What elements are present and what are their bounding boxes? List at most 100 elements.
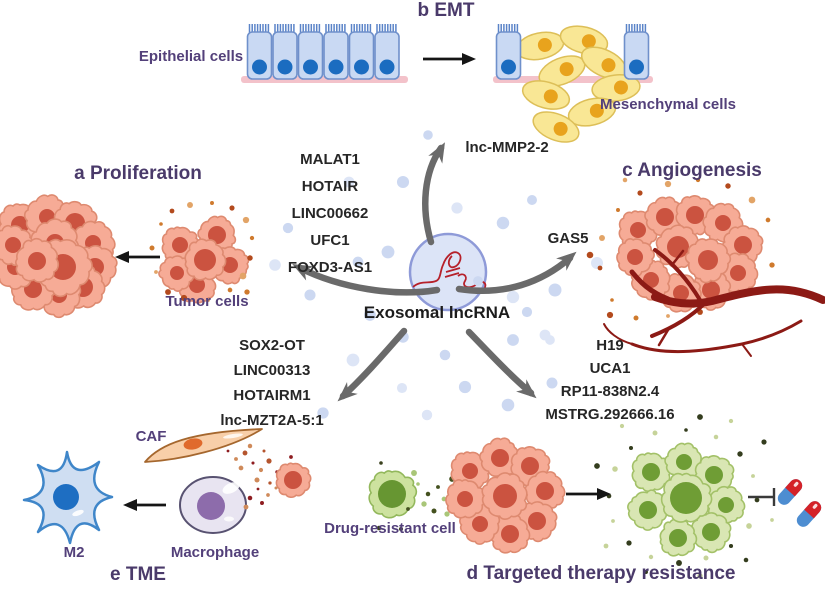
cell-nucleus [698,250,718,270]
arrow-head [337,382,358,402]
cell-nucleus [501,525,519,543]
cell-nucleus [462,463,478,479]
dot [527,195,537,205]
dot [229,205,235,211]
dot [421,501,427,507]
epithelial-cell [623,23,650,80]
dot [737,451,743,457]
dot [247,495,253,501]
lncrna-item: UFC1 [310,232,350,249]
dot [396,175,410,189]
dot [244,289,250,295]
dot [398,526,404,532]
vessel-branch [629,269,671,302]
arrow-to-proliferation [292,264,441,296]
dot [154,270,158,274]
cell-nucleus [715,215,731,231]
dot [728,543,734,549]
dot [725,183,731,189]
epithelial-cell [272,23,298,80]
dot [226,449,230,453]
lncrna-item: lnc-MZT2A-5:1 [220,412,324,429]
dot [180,294,188,302]
cell-nucleus [642,463,660,481]
cell-nucleus [493,484,517,508]
lncrna-angiogenesis: GAS5 [547,230,589,247]
dot [247,443,253,449]
vessel-branch [650,301,707,338]
arrow-head [516,379,537,399]
dot [251,461,255,465]
macrophage-cell [179,476,247,534]
cell-nucleus [521,457,539,475]
lncrna-item: LINC00662 [291,205,369,222]
dot [205,297,211,303]
epithelial-cell [297,23,324,80]
dot [243,504,249,510]
dot [256,487,260,491]
dot [473,276,483,286]
dot [266,458,272,464]
dot [431,508,437,514]
dot [210,201,214,205]
dot [695,177,701,183]
dot [770,518,774,522]
arrow-shaft [296,264,441,296]
drug-resistant-cell [368,470,418,519]
dot [254,477,260,483]
dot [521,306,533,318]
epithelial-cell [348,23,375,80]
cell-nucleus [284,471,302,489]
arrow-to-emt [422,142,445,246]
arrow-shaft [465,328,535,397]
dot [379,461,383,465]
cell-nucleus [670,482,702,514]
cell-nucleus [208,226,226,244]
arrow-shaft [455,254,574,295]
dot [769,262,775,268]
cell-nucleus [5,237,21,253]
dot [611,519,615,523]
dot [743,557,749,563]
dot [597,265,603,271]
dot [274,486,278,490]
dot [451,202,463,214]
dot [506,290,520,304]
dot [748,196,756,204]
dot [713,434,719,440]
secreted-dots-angiogenesis [586,177,775,321]
dot [436,485,440,489]
dot [289,455,293,459]
lncrna-list-proliferation: MALAT1 HOTAIR LINC00662 UFC1 FOXD3-AS1 [288,146,372,281]
cell-nucleus [667,236,689,258]
tumor-cluster-large [0,186,125,326]
arrow-to-resistant-cluster [566,488,611,500]
dot [317,407,329,419]
label-m2: M2 [63,544,85,561]
dot [444,511,450,517]
dot [648,554,654,560]
dot [234,457,238,461]
cell-nucleus [676,454,692,470]
lncrna-item: LINC00313 [233,362,311,379]
dot [258,467,264,473]
green-halo-dots [594,414,774,579]
cell-nucleus [730,265,746,281]
dot [238,465,244,471]
dot [262,449,266,453]
cell-nucleus [702,281,720,299]
dot [676,560,682,566]
dot [149,245,155,251]
dot [728,418,734,424]
tumor-cluster-small [152,209,253,310]
cell-nucleus [189,277,205,293]
dot [268,481,272,485]
cell-nucleus [472,516,488,532]
vessel-branch [630,319,803,354]
dot [507,334,519,346]
dot [626,540,632,546]
dot [606,311,614,319]
dot [396,382,408,394]
dot [159,222,163,226]
